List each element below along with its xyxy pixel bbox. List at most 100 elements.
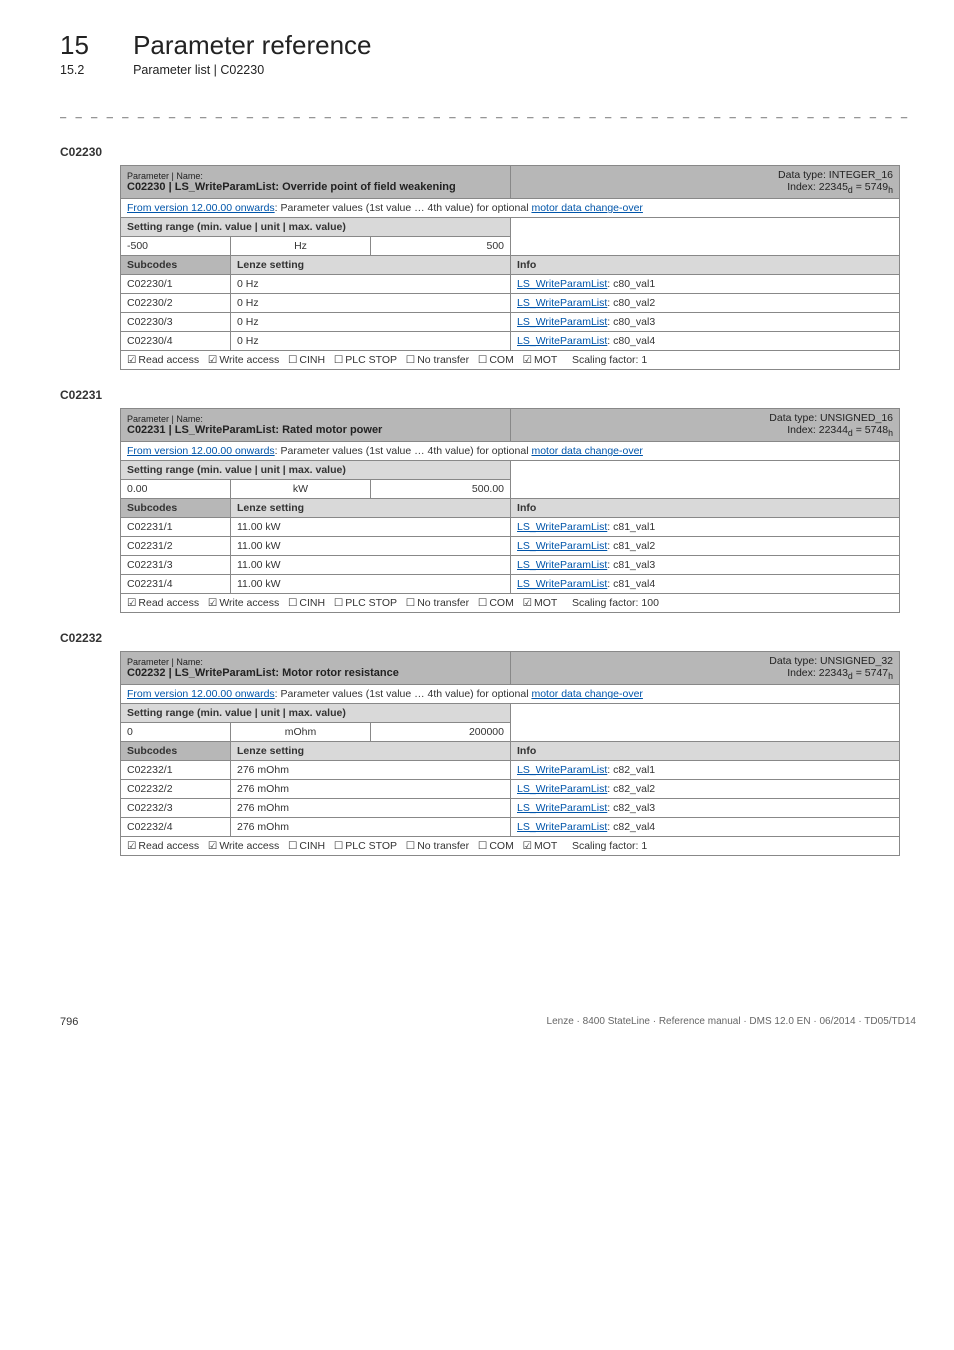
- plc-stop-check: [334, 354, 345, 366]
- version-link[interactable]: From version 12.00.00 onwards: [127, 202, 275, 214]
- setting-unit: Hz: [231, 237, 371, 256]
- access-footer: Read access Write access CINH PLC STOP N…: [121, 351, 900, 370]
- subcode-cell: C02232/2: [121, 780, 231, 799]
- setting-range-label: Setting range (min. value | unit | max. …: [121, 704, 511, 723]
- lenze-setting-heading: Lenze setting: [231, 256, 511, 275]
- table-row: C02230/3 0 Hz LS_WriteParamList: c80_val…: [121, 313, 900, 332]
- setting-cell: 276 mOhm: [231, 780, 511, 799]
- write-access-check: [208, 840, 219, 852]
- setting-range-label: Setting range (min. value | unit | max. …: [121, 218, 511, 237]
- info-cell: LS_WriteParamList: c82_val4: [511, 818, 900, 837]
- param-header-right: Data type: INTEGER_16 Index: 22345d = 57…: [511, 166, 900, 199]
- info-link[interactable]: LS_WriteParamList: [517, 297, 607, 309]
- footer-doc-info: Lenze · 8400 StateLine · Reference manua…: [547, 1016, 916, 1028]
- info-link[interactable]: LS_WriteParamList: [517, 821, 607, 833]
- setting-cell: 276 mOhm: [231, 818, 511, 837]
- param-header-right: Data type: UNSIGNED_32 Index: 22343d = 5…: [511, 652, 900, 685]
- info-cell: LS_WriteParamList: c80_val2: [511, 294, 900, 313]
- info-cell: LS_WriteParamList: c81_val4: [511, 575, 900, 594]
- info-heading: Info: [511, 499, 900, 518]
- chapter-title: Parameter reference: [133, 30, 371, 61]
- version-link[interactable]: From version 12.00.00 onwards: [127, 445, 275, 457]
- info-link[interactable]: LS_WriteParamList: [517, 578, 607, 590]
- info-cell: LS_WriteParamList: c80_val1: [511, 275, 900, 294]
- info-link[interactable]: LS_WriteParamList: [517, 764, 607, 776]
- param-table: Parameter | Name: C02231 | LS_WriteParam…: [120, 408, 900, 613]
- lenze-setting-heading: Lenze setting: [231, 742, 511, 761]
- setting-cell: 0 Hz: [231, 294, 511, 313]
- subcode-cell: C02230/4: [121, 332, 231, 351]
- read-access-check: [127, 354, 138, 366]
- info-link[interactable]: LS_WriteParamList: [517, 521, 607, 533]
- lenze-setting-heading: Lenze setting: [231, 499, 511, 518]
- setting-range-label: Setting range (min. value | unit | max. …: [121, 461, 511, 480]
- write-access-check: [208, 597, 219, 609]
- param-code-heading: C02232: [60, 631, 916, 645]
- table-row: C02232/1 276 mOhm LS_WriteParamList: c82…: [121, 761, 900, 780]
- no-transfer-check: [406, 597, 417, 609]
- subcode-cell: C02232/4: [121, 818, 231, 837]
- setting-cell: 0 Hz: [231, 313, 511, 332]
- setting-blank: [511, 704, 900, 742]
- setting-cell: 276 mOhm: [231, 799, 511, 818]
- chapter-number: 15: [60, 30, 130, 61]
- info-cell: LS_WriteParamList: c80_val4: [511, 332, 900, 351]
- plc-stop-check: [334, 597, 345, 609]
- cinh-check: [288, 840, 299, 852]
- param-header-left: Parameter | Name: C02230 | LS_WriteParam…: [121, 166, 511, 199]
- access-footer: Read access Write access CINH PLC STOP N…: [121, 837, 900, 856]
- param-table: Parameter | Name: C02232 | LS_WriteParam…: [120, 651, 900, 856]
- change-over-link[interactable]: motor data change-over: [531, 688, 642, 700]
- info-link[interactable]: LS_WriteParamList: [517, 559, 607, 571]
- subcode-cell: C02230/2: [121, 294, 231, 313]
- info-link[interactable]: LS_WriteParamList: [517, 278, 607, 290]
- subcode-cell: C02231/1: [121, 518, 231, 537]
- setting-cell: 11.00 kW: [231, 575, 511, 594]
- setting-unit: mOhm: [231, 723, 371, 742]
- table-row: C02232/2 276 mOhm LS_WriteParamList: c82…: [121, 780, 900, 799]
- cinh-check: [288, 597, 299, 609]
- param-header-right: Data type: UNSIGNED_16 Index: 22344d = 5…: [511, 409, 900, 442]
- table-row: C02230/4 0 Hz LS_WriteParamList: c80_val…: [121, 332, 900, 351]
- info-link[interactable]: LS_WriteParamList: [517, 783, 607, 795]
- setting-min: 0.00: [121, 480, 231, 499]
- subcode-cell: C02230/1: [121, 275, 231, 294]
- info-cell: LS_WriteParamList: c82_val2: [511, 780, 900, 799]
- info-link[interactable]: LS_WriteParamList: [517, 540, 607, 552]
- info-link[interactable]: LS_WriteParamList: [517, 316, 607, 328]
- change-over-link[interactable]: motor data change-over: [531, 202, 642, 214]
- setting-cell: 11.00 kW: [231, 556, 511, 575]
- info-cell: LS_WriteParamList: c81_val1: [511, 518, 900, 537]
- change-over-link[interactable]: motor data change-over: [531, 445, 642, 457]
- setting-blank: [511, 218, 900, 256]
- setting-blank: [511, 461, 900, 499]
- subcode-cell: C02231/3: [121, 556, 231, 575]
- table-row: C02231/3 11.00 kW LS_WriteParamList: c81…: [121, 556, 900, 575]
- com-check: [478, 354, 489, 366]
- plc-stop-check: [334, 840, 345, 852]
- no-transfer-check: [406, 354, 417, 366]
- setting-unit: kW: [231, 480, 371, 499]
- info-link[interactable]: LS_WriteParamList: [517, 802, 607, 814]
- subcode-cell: C02231/4: [121, 575, 231, 594]
- setting-min: 0: [121, 723, 231, 742]
- write-access-check: [208, 354, 219, 366]
- setting-max: 500.00: [371, 480, 511, 499]
- table-row: C02230/1 0 Hz LS_WriteParamList: c80_val…: [121, 275, 900, 294]
- version-link[interactable]: From version 12.00.00 onwards: [127, 688, 275, 700]
- table-row: C02231/1 11.00 kW LS_WriteParamList: c81…: [121, 518, 900, 537]
- param-code-heading: C02231: [60, 388, 916, 402]
- info-heading: Info: [511, 256, 900, 275]
- info-cell: LS_WriteParamList: c81_val2: [511, 537, 900, 556]
- subcode-cell: C02232/3: [121, 799, 231, 818]
- separator: _ _ _ _ _ _ _ _ _ _ _ _ _ _ _ _ _ _ _ _ …: [60, 107, 916, 119]
- table-row: C02232/4 276 mOhm LS_WriteParamList: c82…: [121, 818, 900, 837]
- subcodes-heading: Subcodes: [121, 499, 231, 518]
- subcode-cell: C02230/3: [121, 313, 231, 332]
- section-title: Parameter list | C02230: [133, 63, 264, 77]
- table-row: C02231/4 11.00 kW LS_WriteParamList: c81…: [121, 575, 900, 594]
- info-link[interactable]: LS_WriteParamList: [517, 335, 607, 347]
- page-header: 15 Parameter reference 15.2 Parameter li…: [60, 30, 916, 77]
- setting-cell: 11.00 kW: [231, 518, 511, 537]
- setting-cell: 276 mOhm: [231, 761, 511, 780]
